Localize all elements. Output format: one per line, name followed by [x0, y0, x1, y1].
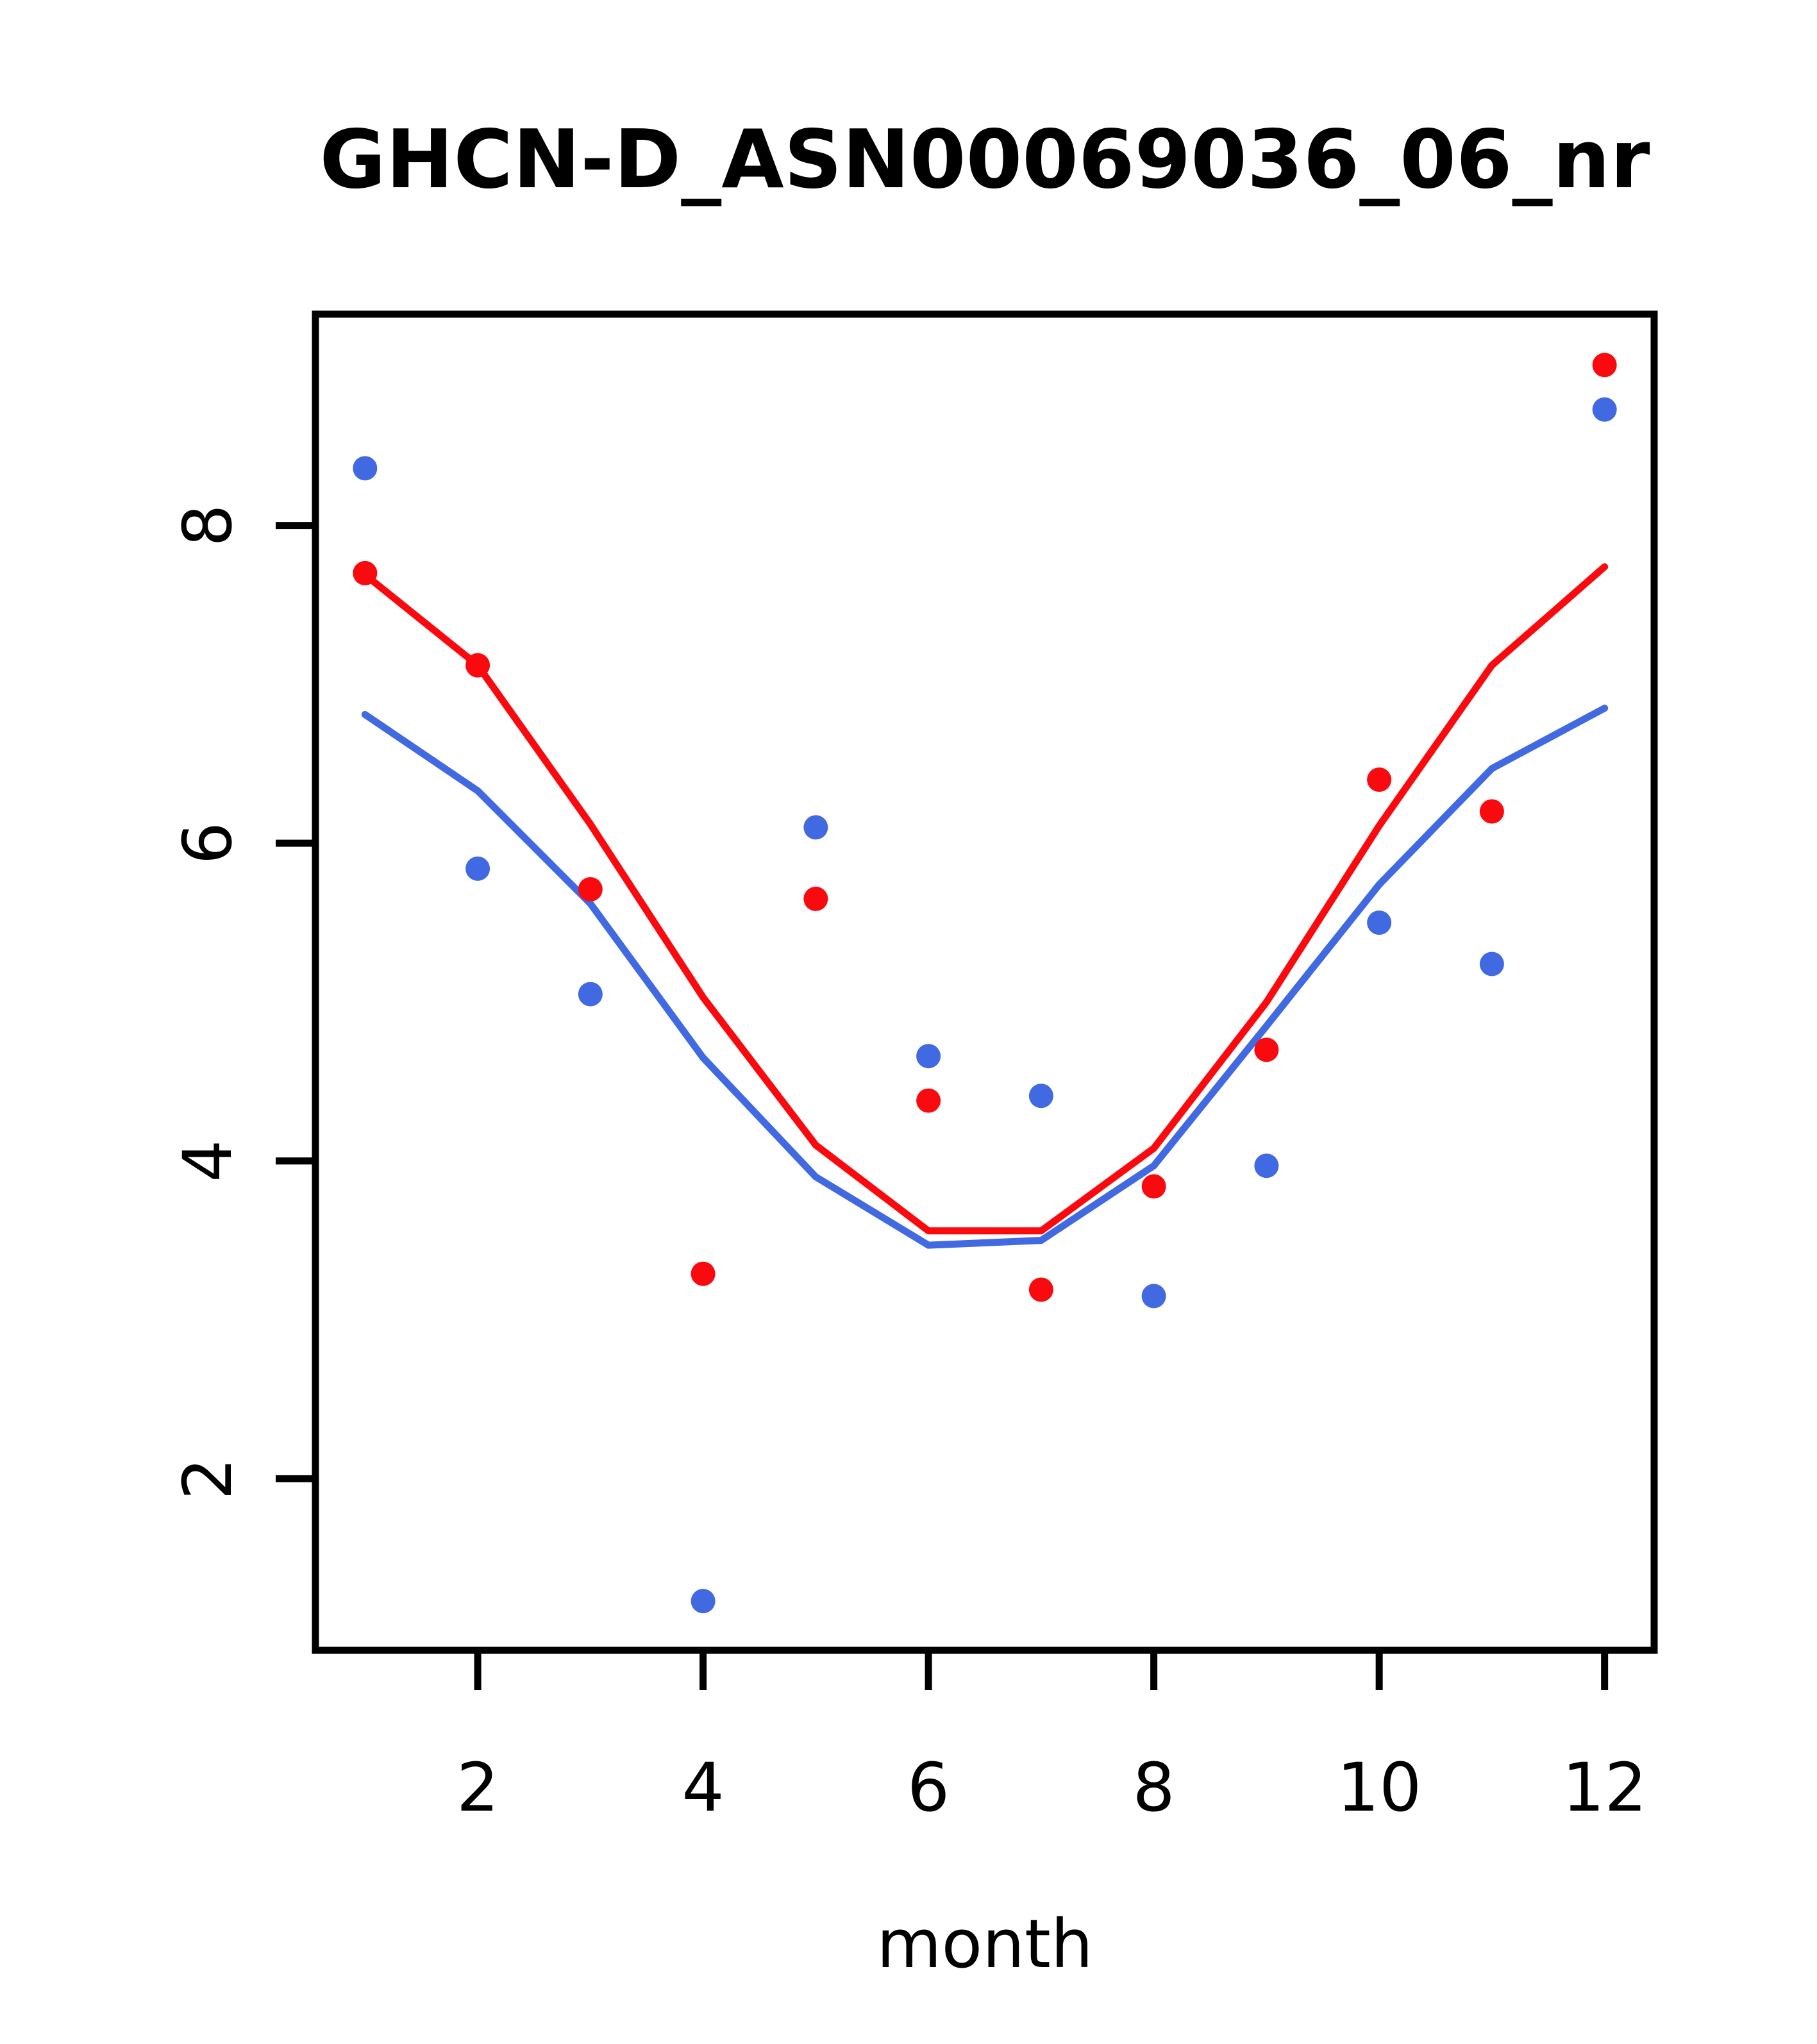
- blue-point: [1592, 397, 1617, 422]
- red-point: [1141, 1174, 1166, 1199]
- red-point: [353, 560, 378, 585]
- x-tick-label: 12: [1562, 1748, 1646, 1827]
- red-point: [1028, 1277, 1053, 1302]
- blue-point: [353, 456, 378, 481]
- red-point: [803, 886, 828, 911]
- x-tick-label: 4: [682, 1748, 724, 1827]
- plot-border: [312, 310, 1658, 1654]
- red-point: [1592, 353, 1617, 378]
- x-tick-label: 8: [1133, 1748, 1175, 1827]
- red-point: [916, 1088, 941, 1113]
- y-tick-label: 6: [169, 822, 247, 864]
- y-tick-label: 2: [169, 1457, 247, 1500]
- x-axis-label: month: [876, 1905, 1093, 1983]
- blue-line: [361, 705, 1609, 1249]
- blue-point: [916, 1044, 941, 1069]
- red-point: [465, 653, 490, 678]
- series-points: [353, 353, 1617, 1614]
- blue-point: [1479, 951, 1504, 976]
- red-point: [1254, 1037, 1279, 1062]
- blue-point: [1254, 1153, 1279, 1178]
- y-tick-label: 4: [169, 1140, 247, 1182]
- blue-point: [578, 982, 603, 1007]
- x-tick-label: 10: [1337, 1748, 1421, 1827]
- blue-point: [1028, 1084, 1053, 1109]
- plot-title: GHCN-D_ASN00069036_06_nr: [320, 112, 1650, 206]
- red-point: [691, 1261, 716, 1286]
- red-point: [1367, 767, 1392, 792]
- blue-point: [465, 856, 490, 881]
- y-tick-label: 8: [169, 504, 247, 546]
- blue-point: [1141, 1284, 1166, 1309]
- series-lines: [361, 563, 1609, 1249]
- x-tick-label: 2: [456, 1748, 499, 1827]
- y-axis-ticks: 2 4 6 8: [169, 504, 315, 1500]
- x-tick-label: 6: [907, 1748, 950, 1827]
- blue-point: [691, 1589, 716, 1614]
- red-point: [1479, 799, 1504, 824]
- blue-point: [1367, 910, 1392, 935]
- x-axis-ticks: 2 4 6 8 10 12: [456, 1650, 1647, 1827]
- blue-point: [803, 815, 828, 840]
- red-line: [361, 563, 1609, 1235]
- red-point: [578, 877, 603, 902]
